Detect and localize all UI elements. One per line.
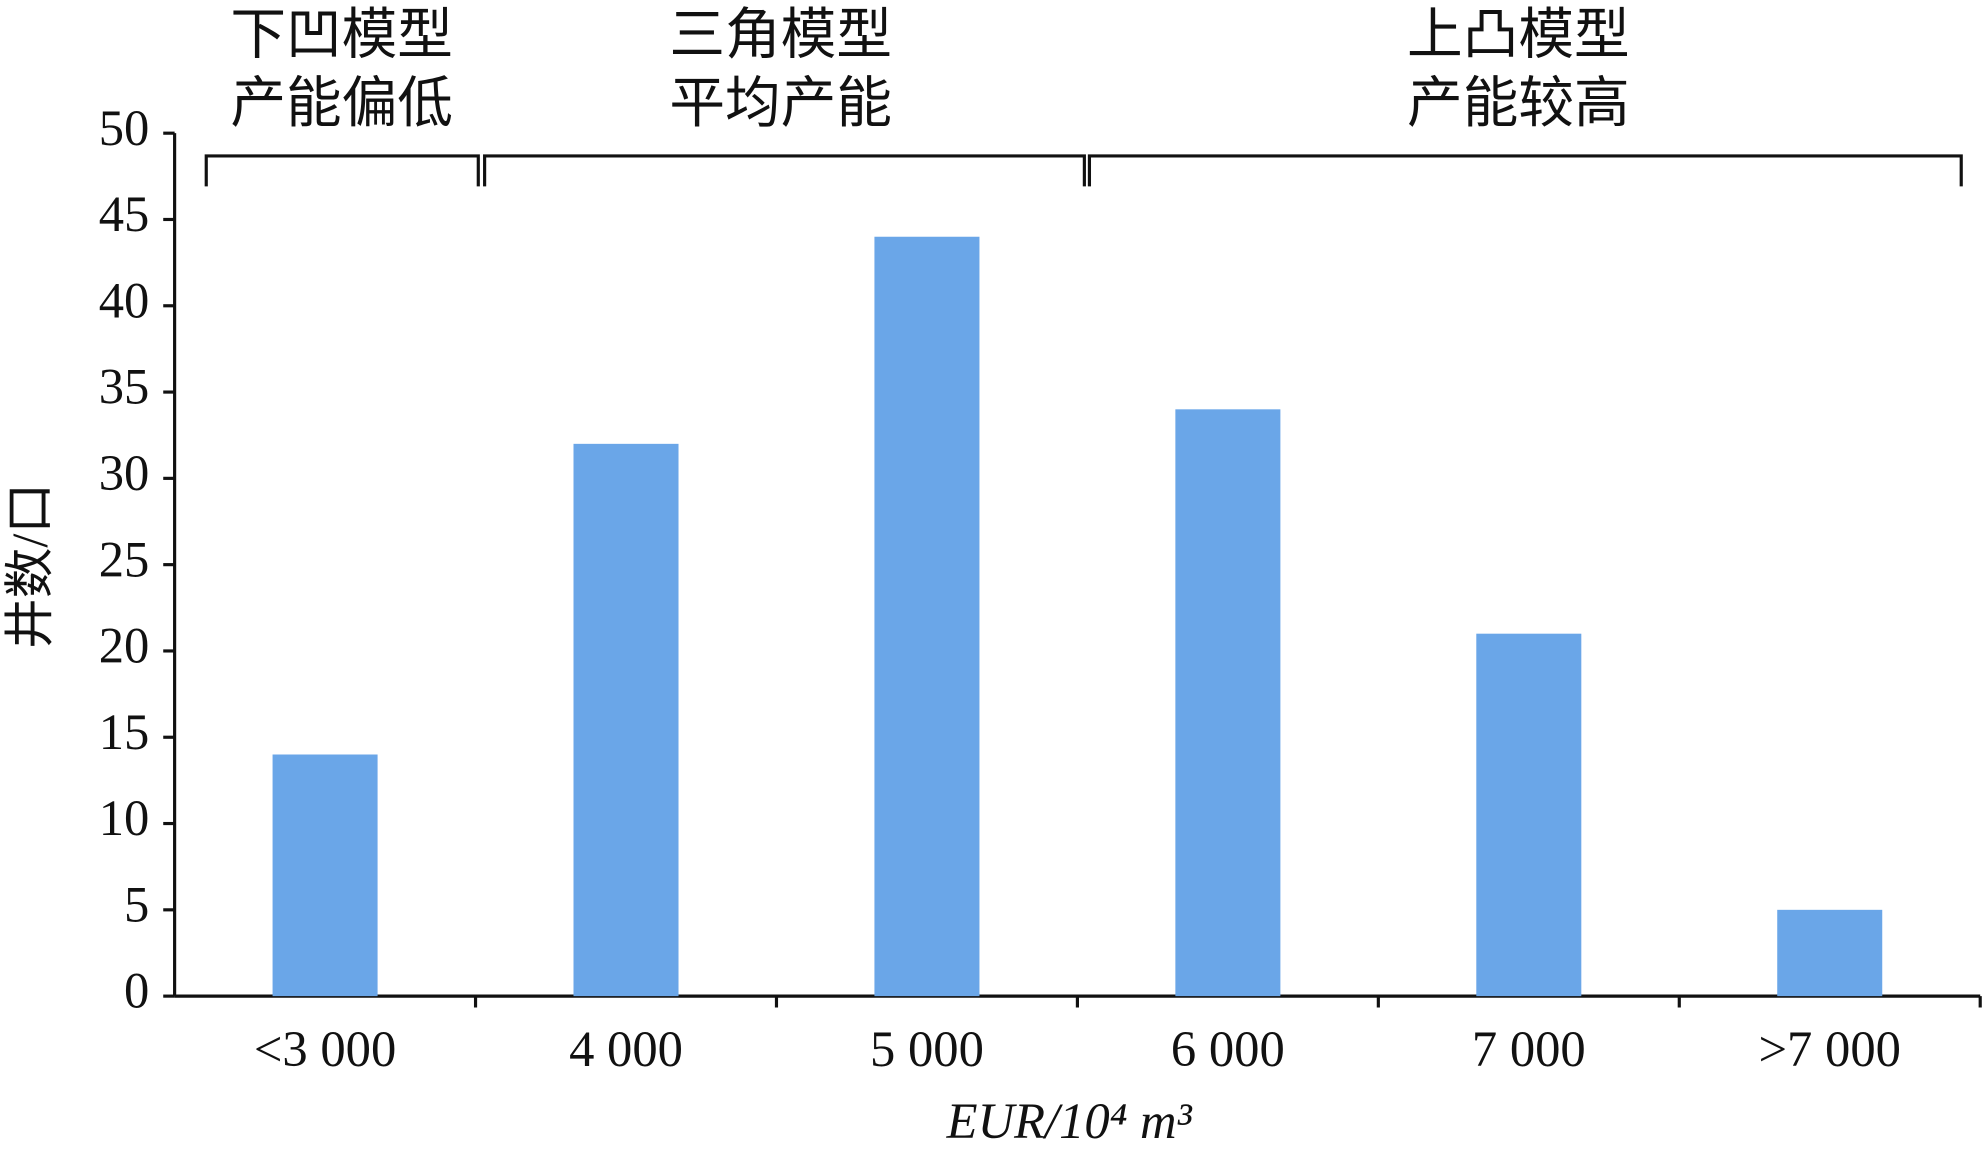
x-tick-label: 4 000 — [569, 1021, 683, 1077]
x-tick-label: 5 000 — [870, 1021, 984, 1077]
y-tick-label: 20 — [99, 618, 150, 674]
bar — [1777, 909, 1883, 997]
annotation: 三角模型 — [669, 5, 892, 67]
x-tick-label: 6 000 — [1171, 1021, 1285, 1077]
y-tick-label: 15 — [99, 704, 150, 760]
y-tick-label: 50 — [99, 100, 150, 156]
bar — [1476, 633, 1582, 997]
bracket — [204, 154, 480, 187]
y-tick-label: 45 — [99, 186, 150, 242]
annotation: 产能偏低 — [230, 73, 453, 135]
x-tick-label: <3 000 — [254, 1021, 396, 1077]
x-axis-label: EUR/10⁴ m³ — [946, 1093, 1193, 1149]
bracket — [483, 154, 1086, 187]
annotation: 平均产能 — [669, 73, 892, 135]
bar — [874, 236, 980, 997]
y-tick-label: 40 — [99, 272, 150, 328]
bracket — [1087, 154, 1963, 187]
bar — [272, 754, 378, 997]
annotation: 上凸模型 — [1407, 5, 1630, 67]
annotation: 下凹模型 — [230, 5, 453, 67]
annotation: 产能较高 — [1407, 73, 1630, 135]
y-tick-label: 0 — [124, 963, 149, 1019]
y-tick-label: 30 — [99, 445, 150, 501]
y-axis-label: 井数/口 — [2, 483, 58, 649]
bar — [1175, 409, 1281, 997]
y-tick-label: 5 — [124, 876, 149, 932]
bar — [573, 443, 679, 997]
y-tick-label: 35 — [99, 359, 150, 415]
x-tick-label: >7 000 — [1759, 1021, 1901, 1077]
y-tick-label: 25 — [99, 531, 150, 587]
x-tick-label: 7 000 — [1472, 1021, 1586, 1077]
y-tick-label: 10 — [99, 790, 150, 846]
